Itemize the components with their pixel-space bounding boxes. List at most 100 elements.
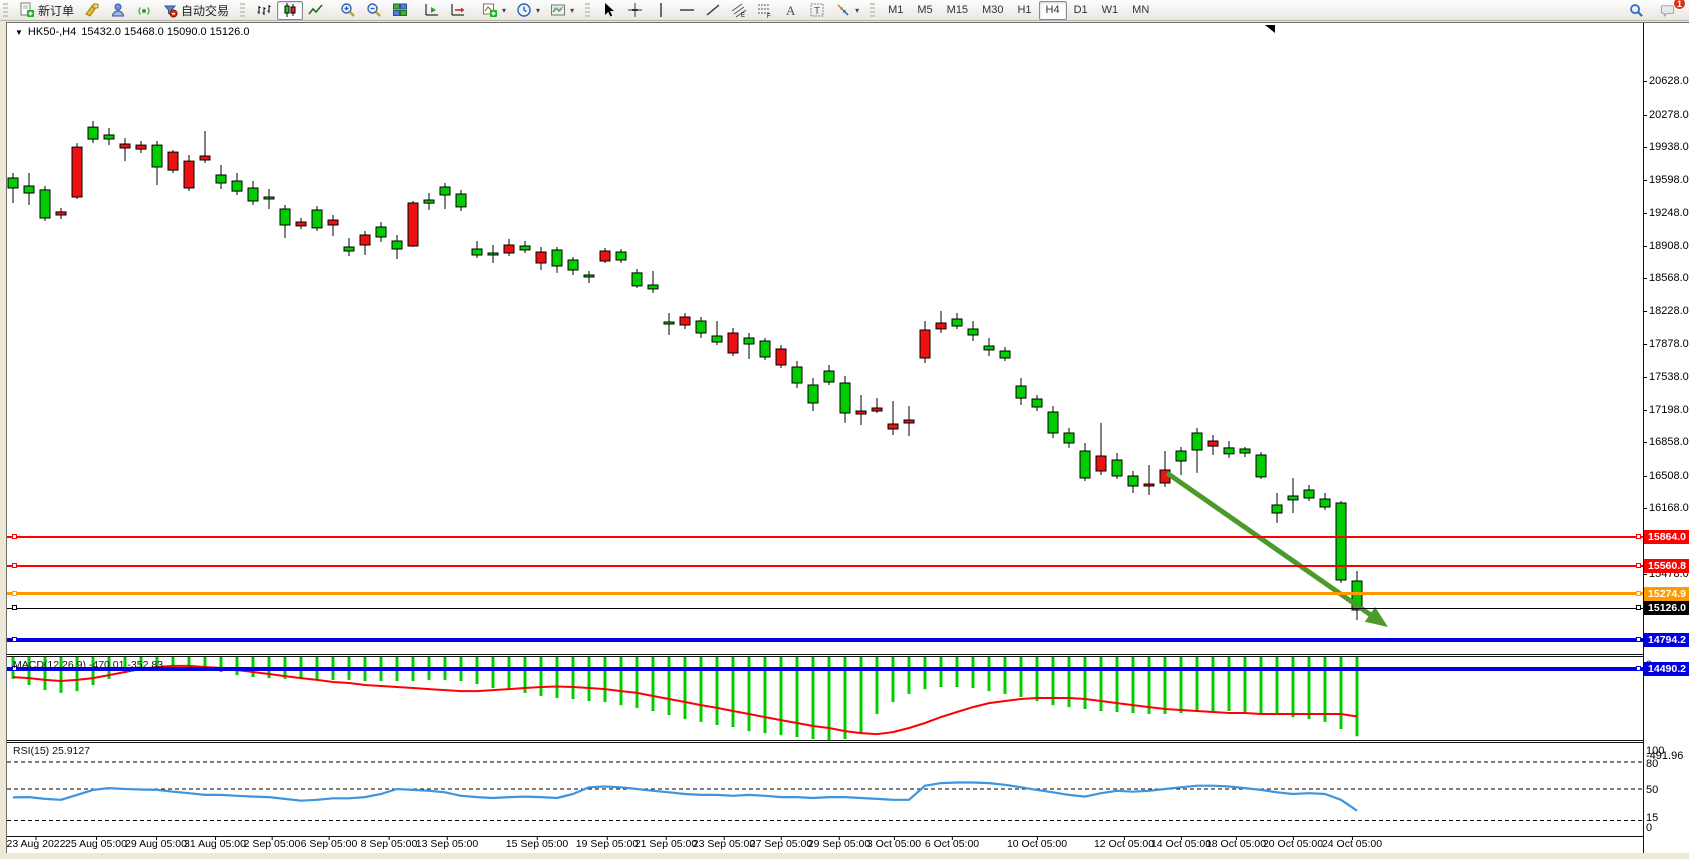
line-handle[interactable] [12, 534, 17, 540]
arrows-button[interactable]: ▾ [830, 1, 864, 20]
vertical-line-button[interactable] [648, 1, 674, 20]
auto-scroll-button[interactable] [419, 1, 445, 20]
horizontal-level-line[interactable] [7, 536, 1643, 539]
fibonacci-button[interactable]: F [752, 1, 778, 20]
line-handle[interactable] [12, 590, 17, 596]
button-label: 新订单 [38, 3, 75, 18]
timeframe-M1[interactable]: M1 [881, 1, 910, 20]
line-chart-icon [308, 2, 324, 18]
candlestick-chart[interactable] [7, 23, 1643, 654]
chart-ohlc-values: 15432.0 15468.0 15090.0 15126.0 [81, 26, 250, 38]
line-handle[interactable] [1636, 636, 1641, 642]
periods-button[interactable]: ▾ [511, 1, 545, 20]
button-label: M15 [946, 4, 969, 16]
autotrade-icon [162, 2, 178, 18]
price-pane[interactable]: ▼ HK50-,H4 15432.0 15468.0 15090.0 15126… [7, 23, 1643, 654]
line-handle[interactable] [1636, 605, 1641, 610]
horizontal-level-line[interactable] [7, 666, 1643, 671]
timeframe-W1[interactable]: W1 [1095, 1, 1126, 20]
text-label-button[interactable]: T [804, 1, 830, 20]
rsi-value: 25.9127 [52, 745, 91, 757]
equidistant-channel-button[interactable]: E [726, 1, 752, 20]
indicators-button[interactable]: ▾ [477, 1, 511, 20]
chart-title-dropdown-icon[interactable]: ▼ [15, 27, 23, 37]
chat-notifications-icon[interactable]: 1 [1655, 0, 1686, 20]
text-button[interactable]: A [778, 1, 804, 20]
history-icon [84, 2, 100, 18]
button-label: M5 [917, 4, 933, 16]
crosshair-icon [627, 2, 643, 18]
toolbar-grip[interactable] [3, 3, 8, 17]
date-axis-tick: 10 Oct 05:00 [1006, 837, 1068, 850]
cursor-button[interactable] [596, 1, 622, 20]
zoom-out-button[interactable] [361, 1, 387, 20]
autotrade-button[interactable]: 自动交易 [157, 1, 234, 20]
trendline-button[interactable] [700, 1, 726, 20]
timeframe-H1[interactable]: H1 [1010, 1, 1038, 20]
date-axis-tick: 23 Aug 2022 [6, 837, 66, 850]
history-button[interactable] [79, 1, 105, 20]
line-handle[interactable] [12, 563, 17, 569]
horizontal-level-line[interactable] [7, 565, 1643, 568]
time-axis[interactable]: 23 Aug 2022 25 Aug 05:00 29 Aug 05:00 31 Au… [7, 836, 1643, 853]
price-line-badge: 14794.2 [1644, 632, 1689, 647]
toolbar-grip[interactable] [870, 3, 876, 17]
horizontal-level-line[interactable] [7, 592, 1643, 596]
chevron-down-icon[interactable]: ▾ [570, 5, 575, 15]
pane-separator[interactable] [7, 740, 1643, 743]
toolbar-grip[interactable] [585, 3, 591, 17]
line-handle[interactable] [1636, 563, 1641, 569]
chevron-down-icon[interactable]: ▾ [536, 5, 541, 15]
chart-window: ▼ HK50-,H4 15432.0 15468.0 15090.0 15126… [6, 22, 1689, 853]
zoom-in-button[interactable] [335, 1, 361, 20]
horizontal-line-button[interactable] [674, 1, 700, 20]
timeframe-H4[interactable]: H4 [1038, 0, 1067, 20]
timeframe-M5[interactable]: M5 [910, 1, 939, 20]
templates-button[interactable]: ▾ [545, 1, 579, 20]
candlestick-button[interactable] [277, 0, 304, 20]
chevron-down-icon[interactable]: ▾ [502, 5, 507, 15]
search-icon[interactable] [1624, 1, 1649, 20]
pane-separator[interactable] [7, 654, 1643, 657]
button-label: H1 [1017, 4, 1032, 16]
fibonacci-icon: F [757, 2, 773, 18]
signals-button[interactable] [131, 1, 157, 20]
arrows-icon [835, 2, 851, 18]
horizontal-level-line[interactable] [7, 607, 1643, 609]
chart-shift-button[interactable] [445, 1, 471, 20]
timeframe-MN[interactable]: MN [1125, 1, 1156, 20]
line-chart-button[interactable] [303, 1, 329, 20]
rsi-pane[interactable]: RSI(15) 25.9127 [7, 743, 1643, 835]
price-axis[interactable]: 20628.0 20278.0 19938.0 19598.0 19248.0 18908… [1643, 23, 1689, 853]
candlestick-icon [282, 2, 298, 18]
rsi-axis-label: 0 [1646, 822, 1653, 834]
price-axis-tick: 19248.0 [1643, 207, 1689, 220]
macd-label: MACD(12,26,9) -470.01 -352.83 [13, 659, 164, 671]
timeframe-D1[interactable]: D1 [1067, 1, 1095, 20]
line-handle[interactable] [1636, 665, 1641, 671]
price-axis-tick: 17878.0 [1643, 338, 1689, 351]
line-handle[interactable] [12, 636, 17, 642]
new-order-button[interactable]: 新订单 [14, 1, 79, 20]
tile-windows-icon [392, 2, 408, 18]
horizontal-level-line[interactable] [7, 637, 1643, 642]
line-handle[interactable] [1636, 590, 1641, 596]
templates-icon [550, 2, 566, 18]
profile-icon [110, 2, 126, 18]
timeframe-M15[interactable]: M15 [940, 1, 975, 20]
bar-chart-button[interactable] [251, 1, 277, 20]
line-handle[interactable] [1636, 534, 1641, 540]
tile-windows-button[interactable] [387, 1, 413, 20]
macd-main-value: -470.01 [88, 659, 125, 671]
profile-button[interactable] [105, 1, 131, 20]
line-handle[interactable] [12, 605, 17, 610]
timeframe-M30[interactable]: M30 [975, 1, 1010, 20]
price-axis-tick: 20628.0 [1643, 74, 1689, 87]
toolbar-grip[interactable] [240, 3, 246, 17]
price-axis-tick: 18228.0 [1643, 304, 1689, 317]
crosshair-button[interactable] [622, 1, 648, 20]
line-handle[interactable] [12, 665, 17, 671]
rsi-axis-label: 50 [1646, 784, 1659, 796]
chart-title[interactable]: ▼ HK50-,H4 15432.0 15468.0 15090.0 15126… [15, 26, 249, 38]
chevron-down-icon[interactable]: ▾ [855, 5, 860, 15]
